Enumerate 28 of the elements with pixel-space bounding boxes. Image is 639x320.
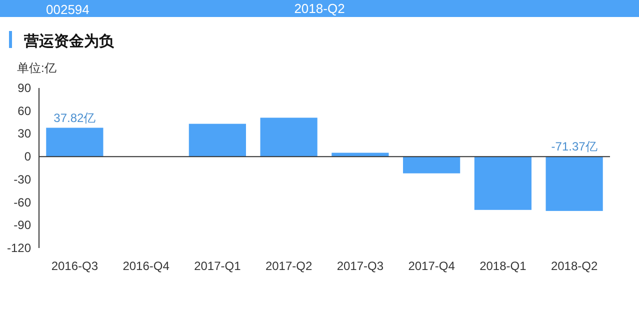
y-tick-label: 60 [18,104,32,118]
y-tick-label: -60 [14,195,32,210]
y-tick-label: -120 [6,241,32,255]
bar [46,128,104,157]
y-tick-label: 90 [18,81,32,95]
text: 002594 [46,2,90,17]
chart-subtitle: 单位:亿 [17,61,56,75]
bar [188,124,246,157]
y-tick-label: -30 [14,172,32,186]
chart-title: 营运资金为负 [23,33,115,50]
y-tick-label: -90 [14,218,32,232]
x-tick-label: 2018-Q2 [550,259,598,273]
text: 2018-Q2 [294,1,345,16]
x-tick-label: 2017-Q4 [408,259,456,273]
bar [260,118,318,157]
x-tick-label: 2017-Q2 [265,259,312,273]
bar [546,156,603,211]
y-tick-label: 0 [24,150,32,164]
x-tick-label: 2016-Q4 [122,259,170,273]
data-label: -71.37亿 [551,140,598,154]
y-tick-label: 30 [18,126,32,141]
bar [474,156,532,210]
data-label: 37.82亿 [54,110,96,125]
x-tick-label: 2016-Q3 [51,259,98,273]
x-tick-label: 2017-Q3 [336,259,384,273]
x-tick-label: 2018-Q1 [480,259,527,273]
bar [403,156,460,174]
x-tick-label: 2017-Q1 [194,259,242,273]
